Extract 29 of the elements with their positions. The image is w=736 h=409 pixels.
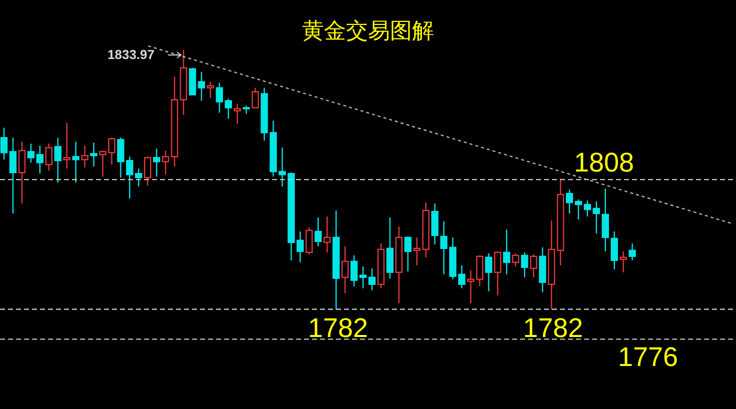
candlestick (90, 142, 98, 168)
candlestick (306, 226, 313, 255)
ref-line-label: 1808 (574, 148, 634, 178)
candlestick (72, 141, 80, 184)
annotation: 1782 (522, 313, 584, 344)
candlestick (548, 220, 556, 310)
candlestick (620, 250, 627, 273)
candlestick (413, 236, 420, 266)
candlestick (63, 122, 70, 170)
text: 黄金交易图解 (302, 19, 434, 44)
candlestick (332, 210, 340, 310)
candlestick (324, 216, 331, 253)
candlestick (198, 71, 206, 102)
candlestick (602, 188, 609, 252)
candlestick (81, 145, 88, 168)
candlestick (485, 252, 492, 292)
candlestick (556, 178, 564, 266)
candlestick (503, 228, 510, 275)
ref-line-label: 1776 (618, 342, 678, 372)
ref-line-label: 1782 (308, 313, 368, 344)
candlestick (341, 246, 349, 294)
candlestick (395, 226, 403, 304)
candlestick (628, 242, 636, 261)
annotation: 1833.97 (108, 47, 154, 62)
candlestick (242, 105, 250, 114)
candlestick (610, 230, 618, 270)
candlestick (170, 76, 178, 168)
candlestick (9, 137, 17, 214)
candlestick (431, 202, 438, 245)
